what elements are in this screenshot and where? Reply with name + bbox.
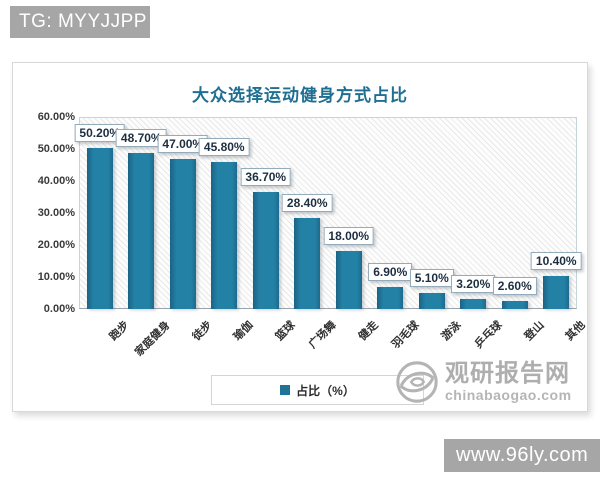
bar — [460, 298, 487, 309]
chart-panel: 大众选择运动健身方式占比 0.00% 10.00% 20.00% 30.00% 40.0… — [12, 62, 588, 412]
y-axis-tick-label: 20.00% — [37, 239, 75, 251]
value-label: 6.90% — [368, 262, 413, 281]
x-axis-category-label: 羽毛球 — [389, 319, 422, 351]
value-label: 36.70% — [240, 167, 292, 186]
chart-title: 大众选择运动健身方式占比 — [192, 86, 408, 105]
x-axis-category-label: 家庭健身 — [133, 319, 173, 359]
legend-label: 占比（%） — [296, 383, 355, 398]
bar — [418, 292, 445, 309]
site-watermark: 观研报告网 chinabaogao.com — [394, 359, 572, 405]
telegram-watermark-badge: TG: MYYJJPP — [10, 6, 150, 38]
value-label: 18.00% — [323, 227, 375, 246]
bar — [543, 275, 570, 309]
x-axis-category-label: 跑步 — [107, 319, 132, 344]
x-axis-category-label: 其他 — [563, 319, 588, 344]
site-watermark-name: 观研报告网 — [445, 360, 570, 388]
bar — [211, 162, 238, 309]
bar — [169, 158, 196, 309]
value-label: 28.40% — [281, 194, 333, 213]
bar — [294, 218, 321, 309]
plot-area: 0.00% 10.00% 20.00% 30.00% 40.00% 50.00% 60.00… — [13, 63, 588, 411]
bar — [501, 300, 528, 309]
bar — [335, 251, 362, 309]
site-watermark-text: 观研报告网 chinabaogao.com — [445, 361, 572, 402]
site-url-badge: www.96ly.com — [444, 439, 600, 472]
x-axis-category-label: 徒步 — [190, 319, 215, 344]
x-axis-category-label: 瑜伽 — [231, 319, 256, 344]
value-label: 2.60% — [492, 276, 537, 295]
chinabaogao-logo-icon — [396, 361, 438, 403]
y-axis-tick-label: 0.00% — [43, 303, 75, 315]
y-axis-tick-label: 40.00% — [37, 175, 75, 187]
x-axis-category-label: 广场舞 — [306, 319, 339, 351]
y-axis-tick-label: 50.00% — [37, 143, 75, 155]
value-label: 5.10% — [409, 268, 454, 287]
y-axis-tick-label: 60.00% — [37, 111, 75, 123]
bar — [252, 191, 279, 309]
y-axis-tick-label: 30.00% — [37, 207, 75, 219]
x-axis-category-label: 游泳 — [439, 319, 464, 344]
value-label: 3.20% — [451, 274, 496, 293]
value-label: 10.40% — [530, 251, 582, 270]
site-watermark-domain: chinabaogao.com — [445, 386, 572, 403]
x-axis-category-label: 乒乓球 — [472, 319, 505, 351]
bar — [377, 286, 404, 309]
legend: 占比（%） — [211, 375, 424, 405]
x-axis-category-label: 健走 — [356, 319, 381, 344]
value-label: 47.00% — [157, 134, 209, 153]
x-axis-category-label: 篮球 — [273, 319, 298, 344]
value-label: 45.80% — [198, 138, 250, 157]
bar — [86, 148, 113, 309]
bar — [128, 153, 155, 309]
x-axis-category-label: 登山 — [522, 319, 547, 344]
y-axis-tick-label: 10.00% — [37, 271, 75, 283]
legend-swatch-icon — [280, 385, 291, 395]
